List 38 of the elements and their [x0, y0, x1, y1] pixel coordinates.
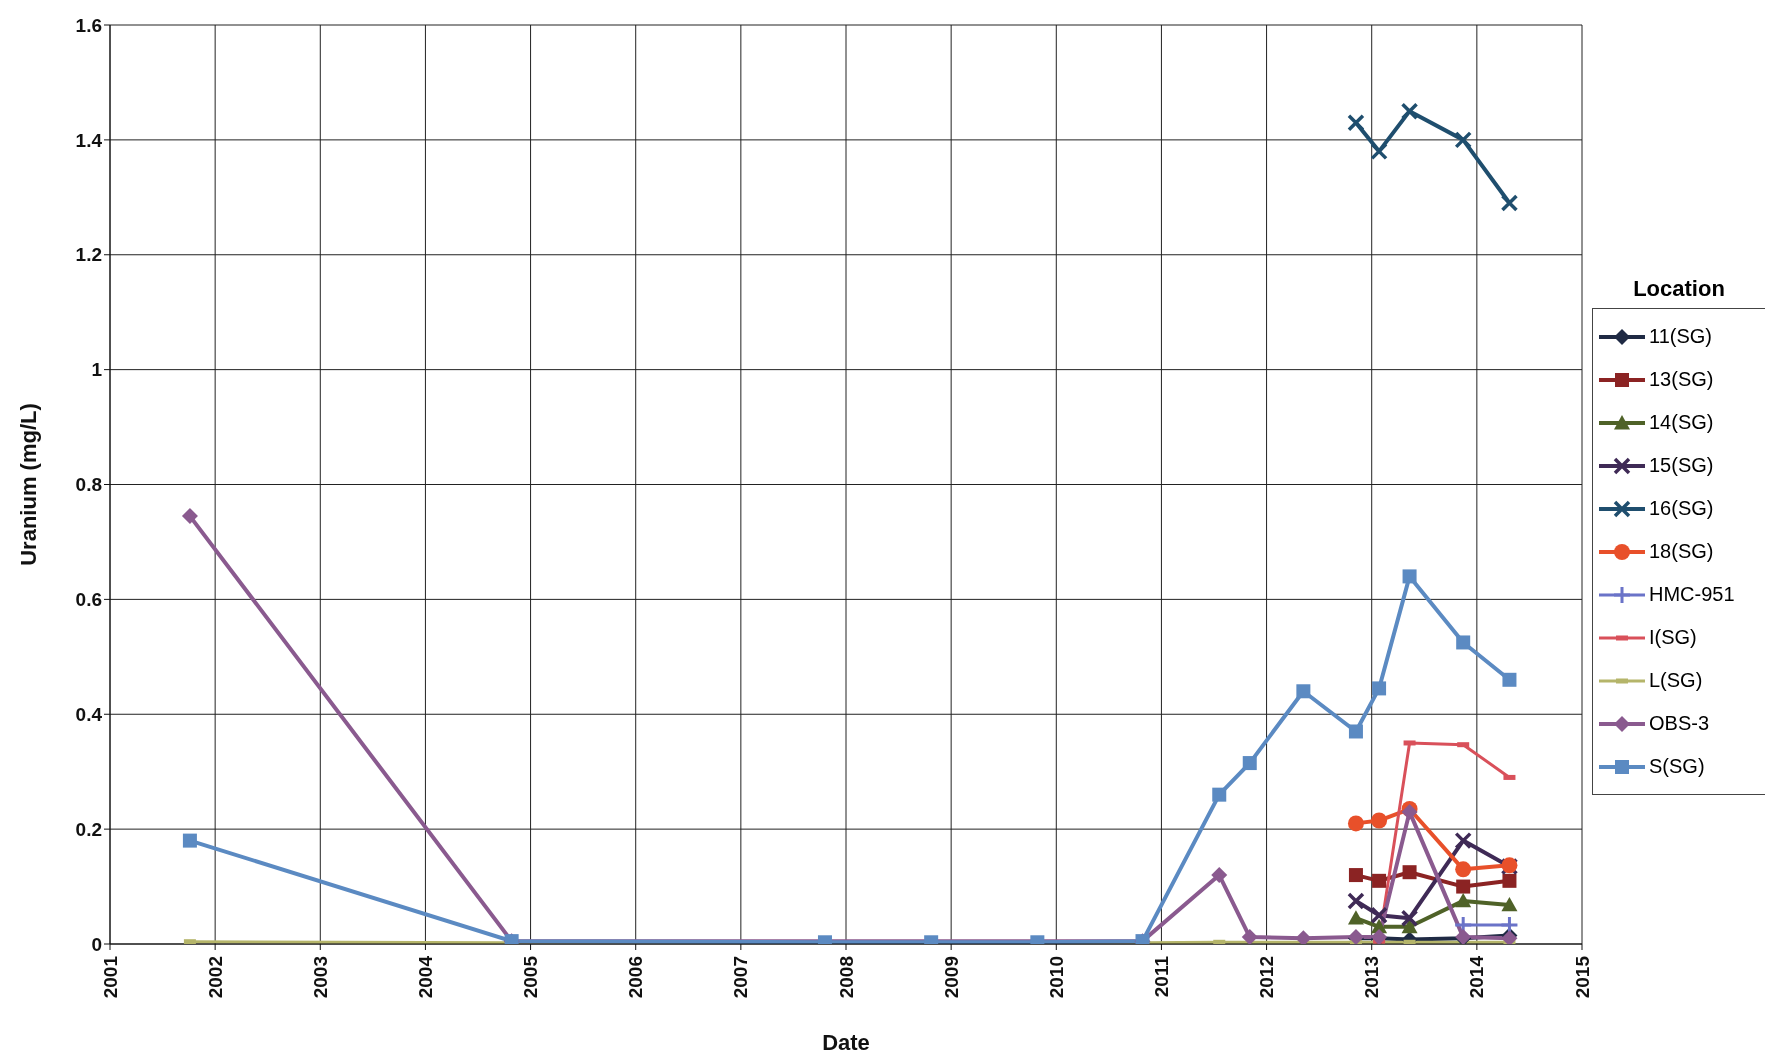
x-tick-label: 2009 [940, 956, 962, 999]
x-tick-label: 2003 [309, 956, 331, 999]
x-tick-label: 2006 [625, 956, 647, 999]
x-tick-label: 2004 [414, 955, 436, 999]
x-tick-label: 2008 [835, 956, 857, 999]
y-tick-label: 0.6 [75, 589, 102, 611]
x-tick-label: 2001 [99, 955, 121, 999]
y-tick-label: 0.4 [75, 703, 103, 725]
x-tick-label: 2015 [1571, 955, 1593, 999]
legend-label: OBS-3 [1649, 712, 1710, 735]
x-tick-label: 2005 [520, 955, 542, 999]
legend-label: 15(SG) [1649, 454, 1714, 477]
legend-label: S(SG) [1649, 755, 1705, 778]
legend-label: 14(SG) [1649, 411, 1714, 434]
legend-label: HMC-951 [1649, 583, 1735, 606]
legend-label: 11(SG) [1649, 325, 1712, 348]
x-tick-label: 2014 [1466, 955, 1488, 999]
x-tick-label: 2013 [1361, 956, 1383, 999]
x-tick-label: 2010 [1045, 956, 1067, 999]
y-axis-title: Uranium (mg/L) [15, 403, 41, 566]
x-tick-label: 2007 [730, 956, 752, 999]
legend-label: L(SG) [1649, 669, 1703, 692]
legend-label: 16(SG) [1649, 497, 1714, 520]
y-tick-label: 0.2 [75, 818, 102, 840]
y-tick-label: 0.8 [75, 474, 102, 496]
legend-label: I(SG) [1649, 626, 1697, 649]
y-tick-label: 1.6 [75, 14, 102, 36]
x-axis-title: Date [822, 1030, 870, 1054]
legend-label: 18(SG) [1649, 540, 1714, 563]
y-tick-label: 1.4 [75, 129, 103, 151]
legend-label: 13(SG) [1649, 368, 1714, 391]
legend-title: Location [1632, 276, 1726, 302]
y-tick-label: 1.2 [75, 244, 102, 266]
y-tick-label: 0 [91, 933, 102, 955]
x-tick-label: 2011 [1150, 955, 1172, 998]
x-tick-label: 2002 [204, 956, 226, 999]
y-tick-label: 1 [91, 359, 103, 381]
x-tick-label: 2012 [1256, 956, 1278, 999]
